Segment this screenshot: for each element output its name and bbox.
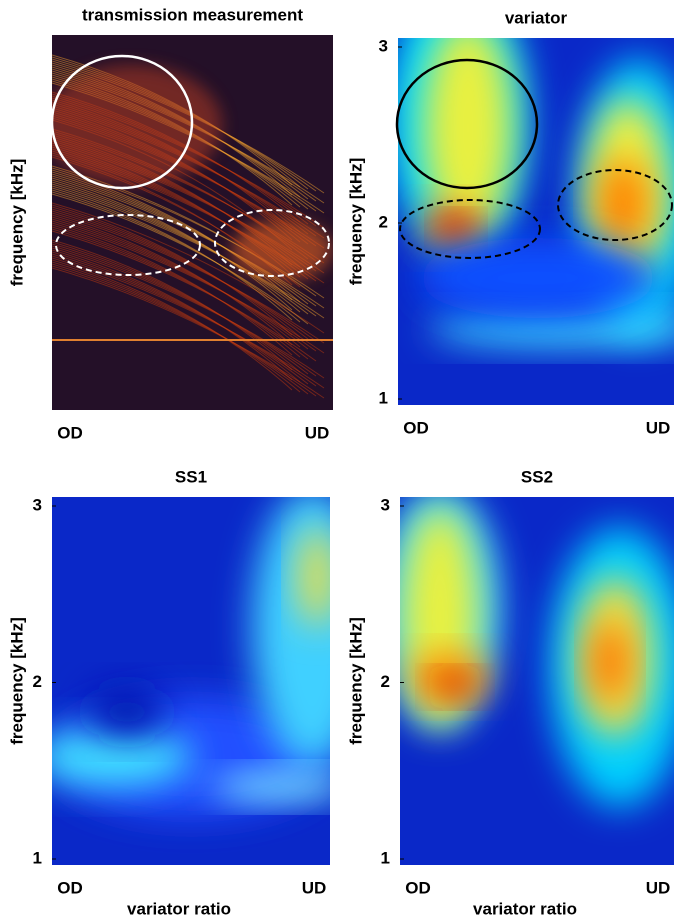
x-tick-label: OD [57, 878, 83, 897]
y-tick-label: 2 [33, 672, 42, 691]
y-tick-label: 1 [379, 388, 388, 407]
y-tick-label: 1 [33, 848, 42, 867]
x-axis-label: variator ratio [127, 899, 231, 918]
y-axis-label: frequency [kHz] [7, 159, 26, 287]
y-tick-label: 3 [381, 495, 390, 514]
heatmap [42, 35, 333, 410]
heatmap [32, 487, 372, 865]
heatmap-blob [440, 218, 472, 242]
heatmap-blob [32, 727, 192, 787]
heatmap [380, 487, 674, 865]
y-tick-label: 2 [381, 672, 390, 691]
panel-title: variator [505, 8, 568, 27]
hot-area [232, 220, 332, 280]
x-tick-label: UD [305, 423, 330, 442]
panel: SS1 frequency [kHz] OD UD variator ratio 1 2 3 [7, 467, 372, 918]
panel-title: transmission measurement [82, 5, 303, 24]
x-axis-label: variator ratio [473, 899, 577, 918]
heatmap-blob [435, 675, 475, 699]
x-tick-label: OD [57, 423, 83, 442]
x-tick-label: UD [646, 418, 671, 437]
y-axis-label: frequency [kHz] [346, 158, 365, 286]
y-tick-label: 3 [379, 36, 388, 55]
hot-area [42, 65, 222, 185]
panel: SS2 frequency [kHz] OD UD variator ratio 1 2 3 [346, 467, 674, 918]
panel: variator frequency [kHz] OD UD 1 2 3 [346, 0, 674, 437]
panel: transmission measurement frequency [kHz] O… [7, 5, 333, 442]
x-tick-label: OD [405, 878, 431, 897]
panel-title: SS1 [175, 467, 207, 486]
y-axis-label: frequency [kHz] [346, 617, 365, 745]
heatmap [388, 0, 674, 405]
x-tick-label: UD [302, 878, 327, 897]
heatmap-blob [87, 687, 167, 737]
y-tick-label: 2 [379, 212, 388, 231]
heatmap-blob [418, 238, 658, 318]
panel-title: SS2 [521, 467, 553, 486]
heatmap-blob [592, 622, 628, 702]
y-tick-label: 1 [381, 848, 390, 867]
y-axis-label: frequency [kHz] [7, 617, 26, 745]
heatmap-blob [212, 773, 352, 801]
y-tick-label: 3 [33, 495, 42, 514]
heatmap-blob [423, 18, 513, 238]
x-tick-label: UD [646, 878, 671, 897]
heatmap-blob [299, 527, 335, 627]
x-tick-label: OD [403, 418, 429, 437]
figure: transmission measurement frequency [kHz] O… [0, 0, 674, 921]
heatmap-blob [598, 158, 648, 248]
